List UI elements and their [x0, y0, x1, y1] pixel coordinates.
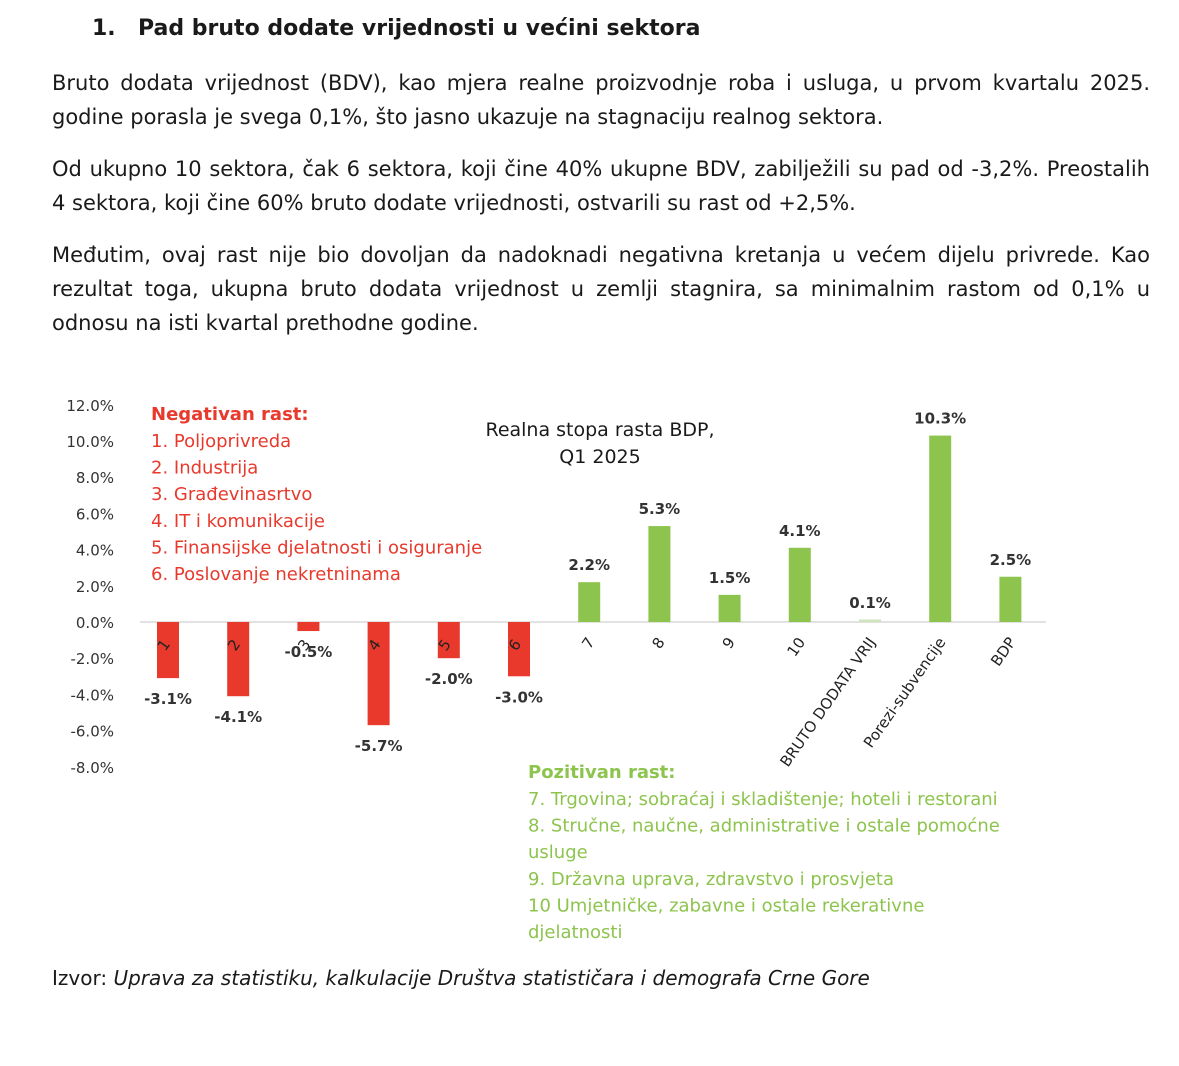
bar-5 [437, 622, 460, 659]
y-tick-label: 4.0% [76, 542, 114, 560]
bar-8 [648, 526, 671, 622]
negative-legend-title: Negativan rast: [151, 404, 309, 425]
data-label: -5.7% [355, 737, 403, 755]
data-label: 2.2% [568, 556, 610, 574]
y-tick-label: 8.0% [76, 469, 114, 487]
positive-legend-item: 10 Umjetničke, zabavne i ostale rekerati… [528, 895, 924, 916]
bar-9 [718, 594, 741, 622]
data-label: 10.3% [914, 410, 966, 428]
bar-3 [297, 622, 320, 632]
section-heading: 1. Pad bruto dodate vrijednosti u većini … [92, 16, 700, 41]
category-label: BDP [987, 634, 1019, 670]
bar-1 [157, 622, 179, 679]
negative-legend-item: 6. Poslovanje nekretninama [151, 564, 401, 585]
negative-legend-item: 3. Građevinasrtvo [151, 484, 312, 505]
y-tick-label: 6.0% [76, 505, 114, 523]
negative-legend-item: 4. IT i komunikacije [151, 511, 325, 532]
paragraph-3: Međutim, ovaj rast nije bio dovoljan da … [52, 243, 1150, 335]
data-label: -3.0% [495, 688, 543, 706]
negative-legend-item: 5. Finansijske djelatnosti i osiguranje [151, 537, 482, 558]
y-tick-label: 2.0% [76, 578, 114, 596]
bar-porezi-subvencije [929, 435, 952, 622]
data-label: -2.0% [425, 670, 473, 688]
bar-10 [788, 547, 811, 622]
data-label: -0.5% [284, 643, 332, 661]
bar-bruto-dodata-vrij [859, 619, 881, 622]
bar-bdp [999, 576, 1022, 622]
source-note: Izvor: Uprava za statistiku, kalkulacije… [52, 966, 870, 990]
data-label: -4.1% [214, 708, 262, 726]
data-label: 0.1% [849, 594, 891, 612]
negative-legend-item: 2. Industrija [151, 458, 258, 479]
y-tick-label: -6.0% [70, 723, 114, 741]
data-label: 4.1% [779, 522, 821, 540]
bar-2 [227, 622, 250, 697]
y-tick-label: 0.0% [76, 614, 114, 632]
category-label: 10 [783, 634, 809, 660]
category-label: 9 [719, 634, 739, 652]
data-label: 5.3% [639, 500, 681, 518]
chart-title-line: Realna stopa rasta BDP, [485, 419, 714, 441]
category-label: 8 [648, 634, 668, 652]
y-tick-label: -2.0% [70, 650, 114, 668]
data-label: 2.5% [990, 551, 1032, 569]
y-tick-label: -4.0% [70, 686, 114, 704]
paragraph-2: Od ukupno 10 sektora, čak 6 sektora, koj… [52, 157, 1150, 215]
y-tick-label: -8.0% [70, 759, 114, 777]
positive-legend-title: Pozitivan rast: [528, 762, 675, 783]
negative-legend-item: 1. Poljoprivreda [151, 431, 291, 452]
positive-legend-item: 7. Trgovina; sobraćaj i skladištenje; ho… [528, 789, 998, 810]
data-label: 1.5% [709, 569, 751, 587]
paragraph-1: Bruto dodata vrijednost (BDV), kao mjera… [52, 71, 1150, 129]
category-label: 7 [578, 634, 598, 652]
source-label: Izvor: [52, 966, 108, 990]
source-text: Uprava za statistiku, kalkulacije Društv… [113, 966, 870, 990]
positive-legend-item: usluge [528, 842, 588, 863]
section-title: Pad bruto dodate vrijednosti u većini se… [138, 16, 701, 41]
bar-4 [367, 622, 390, 726]
y-tick-label: 12.0% [66, 397, 114, 415]
section-number: 1. [92, 16, 116, 41]
growth-rate-chart: 12.0% 10.0% 8.0% 6.0% 4.0% 2.0% 0.0% -2.0% -4.0%… [66, 397, 1046, 943]
positive-legend-item: 8. Stručne, naučne, administrative i ost… [528, 816, 1000, 837]
chart-title-line: Q1 2025 [559, 446, 640, 468]
data-label: -3.1% [144, 690, 192, 708]
positive-legend-item: 9. Državna uprava, zdravstvo i prosvjeta [528, 869, 894, 890]
y-tick-label: 10.0% [66, 433, 114, 451]
bar-6 [508, 622, 530, 677]
bar-7 [578, 582, 601, 622]
positive-legend-item: djelatnosti [528, 922, 622, 943]
